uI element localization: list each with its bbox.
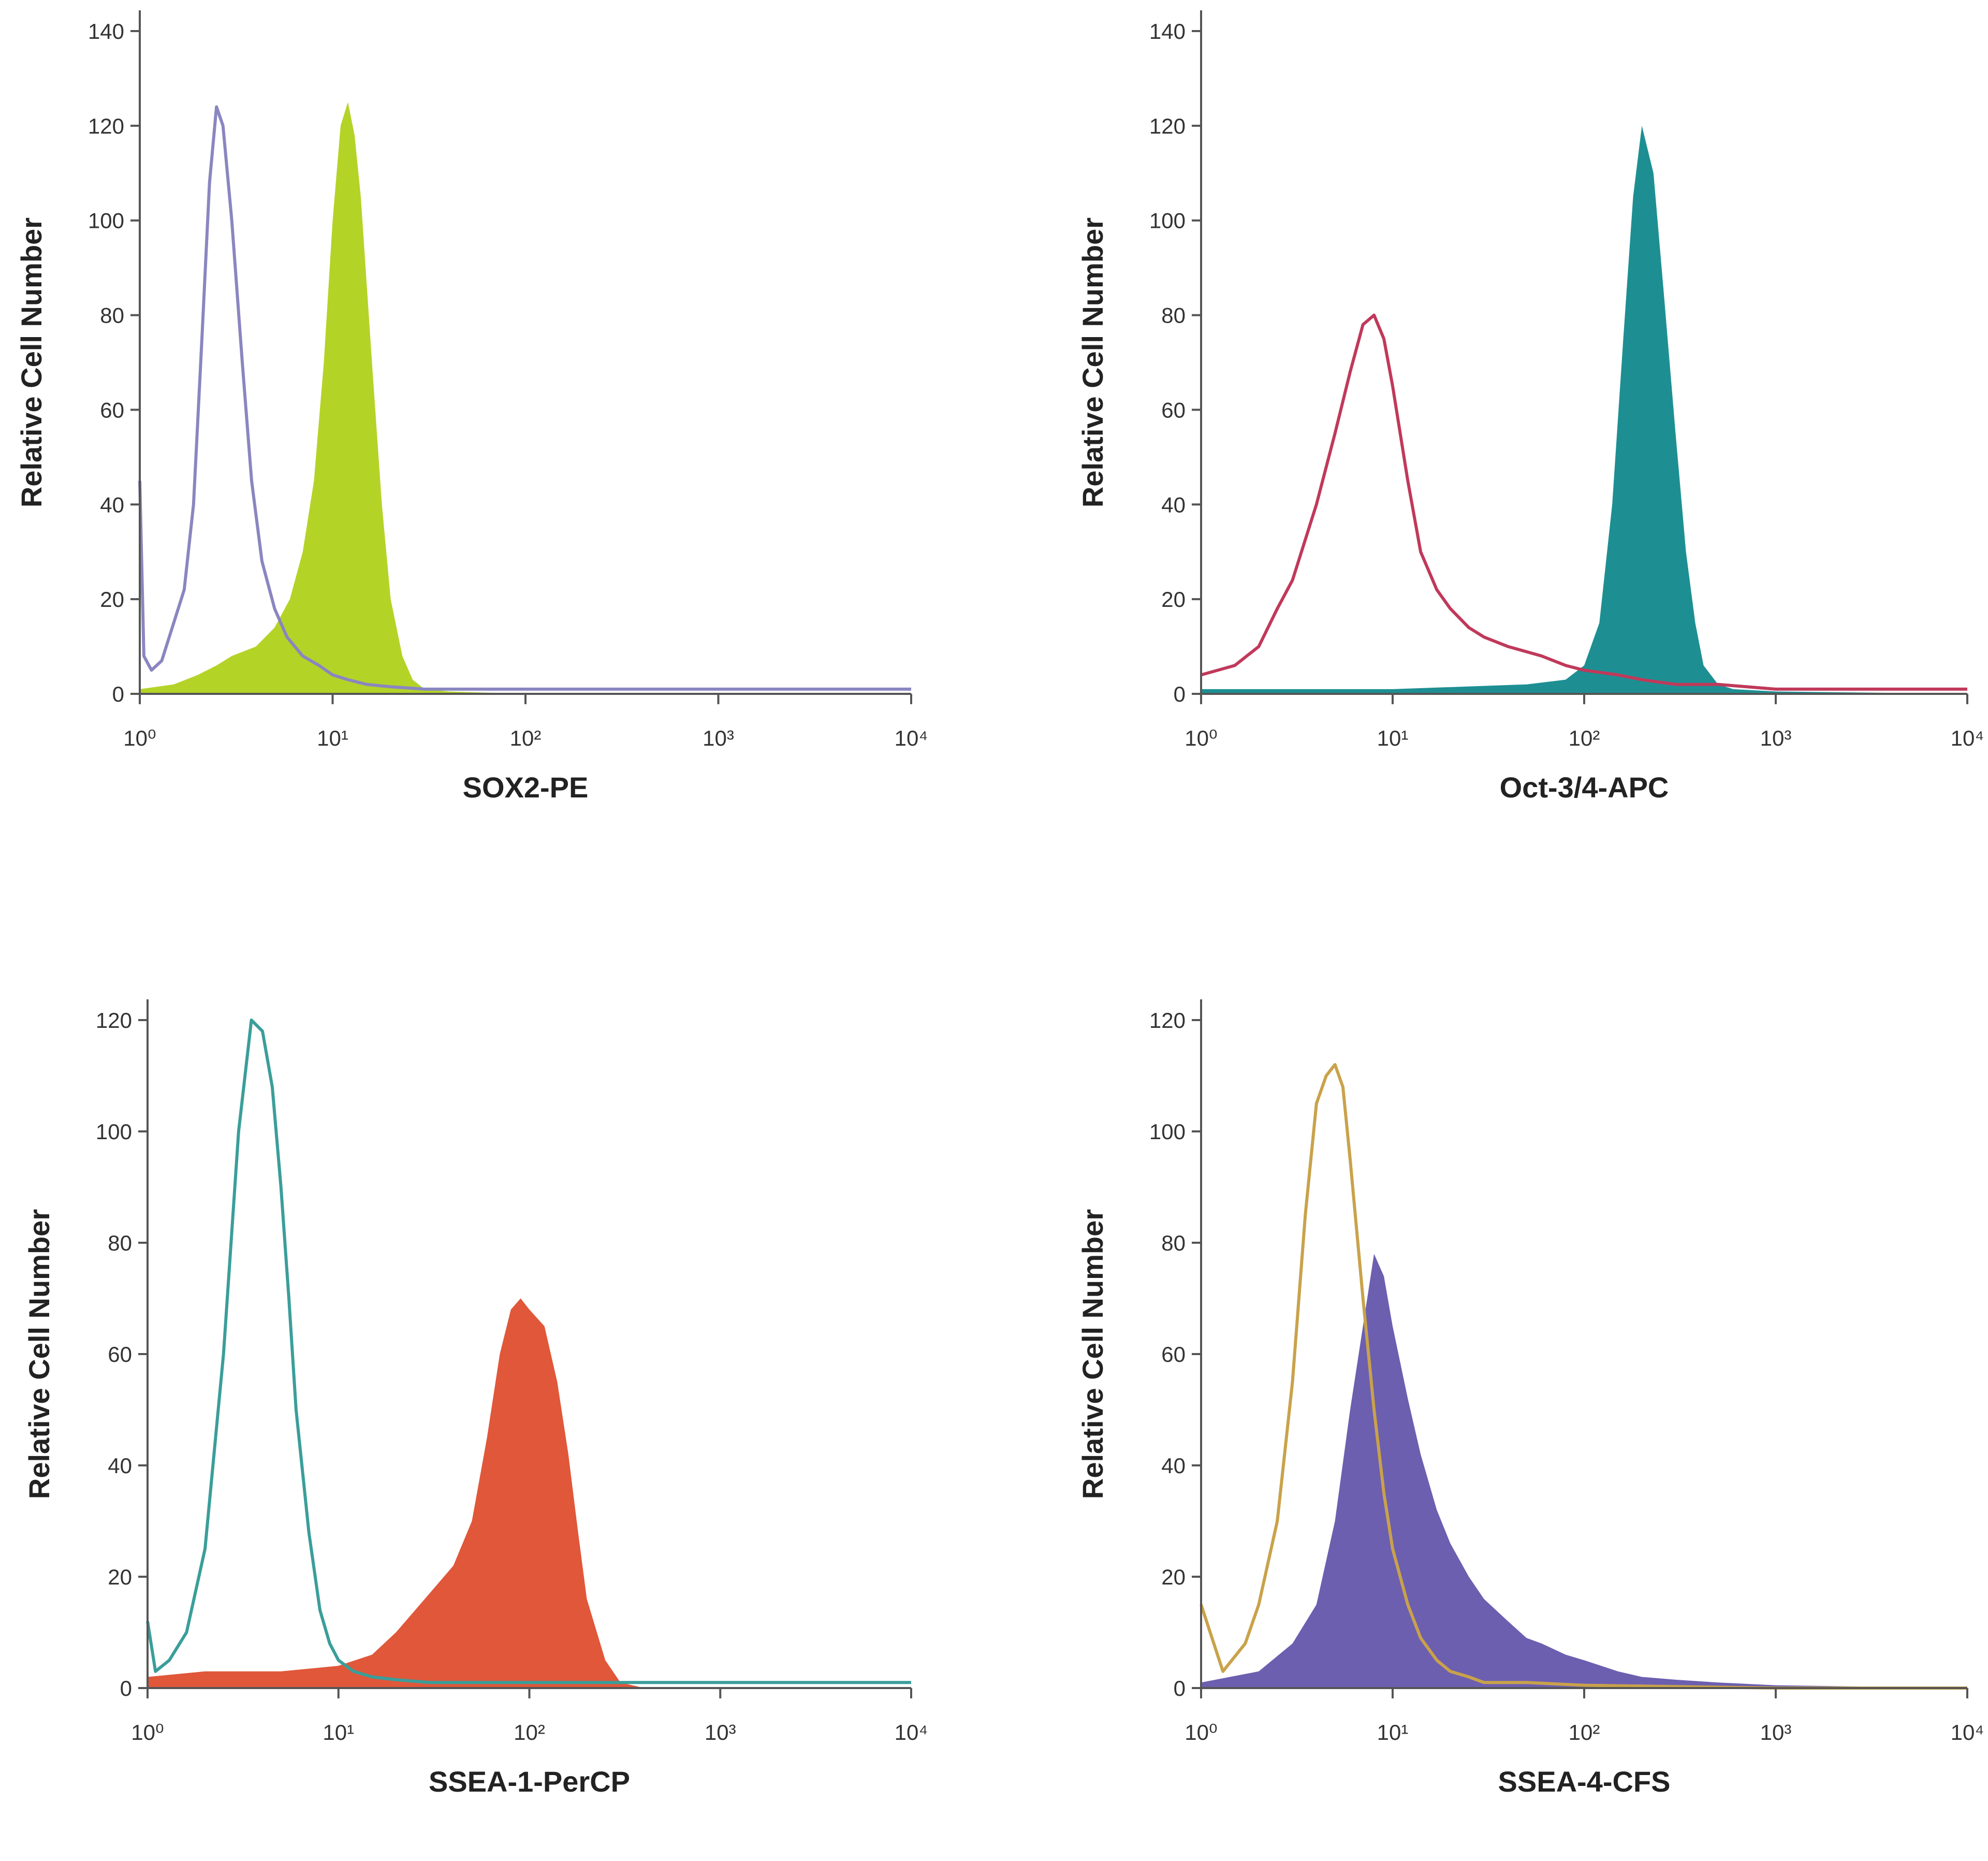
y-tick-label: 40 — [1161, 492, 1186, 517]
stained-histogram-area — [148, 1298, 911, 1688]
y-tick-label: 40 — [1161, 1453, 1186, 1478]
y-tick-label: 40 — [108, 1453, 132, 1478]
y-tick-label: 20 — [1161, 587, 1186, 612]
y-tick-label: 20 — [108, 1565, 132, 1589]
y-tick-label: 80 — [108, 1231, 132, 1255]
histogram-panel: 0 20 40 60 80 100 120 10⁰ 10¹ 10² 10³ 10⁴ SSEA-1-Per… — [23, 999, 928, 1798]
isotype-control-outline — [1200, 1063, 1967, 1690]
stained-histogram-area — [140, 102, 911, 694]
x-tick-label: 10⁴ — [895, 1720, 928, 1744]
y-axis-title: Relative Cell Number — [1076, 1209, 1109, 1499]
y-tick-label: 120 — [88, 114, 124, 138]
y-tick-label: 100 — [96, 1119, 132, 1144]
y-tick-label: 0 — [120, 1676, 132, 1700]
isotype-control-outline — [146, 1019, 911, 1684]
x-tick-label: 10³ — [703, 726, 734, 750]
isotype-control-outline — [1201, 313, 1967, 691]
y-tick-label: 60 — [100, 398, 124, 422]
y-tick-label: 140 — [88, 19, 124, 43]
y-tick-label: 100 — [88, 209, 124, 233]
y-tick-label: 80 — [100, 303, 124, 328]
isotype-control-outline — [138, 105, 911, 691]
x-axis-title: SSEA-4-CFS — [1498, 1765, 1671, 1798]
x-tick-label: 10³ — [1760, 726, 1792, 750]
x-axis-title: SSEA-1-PerCP — [429, 1765, 630, 1798]
x-tick-label: 10¹ — [1377, 726, 1409, 750]
y-tick-label: 20 — [100, 587, 124, 612]
x-tick-label: 10³ — [1760, 1720, 1792, 1744]
x-axis-title: SOX2-PE — [463, 771, 589, 804]
x-tick-label: 10⁰ — [131, 1720, 164, 1744]
y-tick-label: 60 — [1161, 1342, 1186, 1366]
x-axis-title: Oct-3/4-APC — [1500, 771, 1669, 804]
y-tick-label: 120 — [1149, 1008, 1186, 1033]
stained-histogram-area — [1201, 1254, 1967, 1688]
y-tick-label: 140 — [1149, 19, 1186, 43]
y-axis-title: Relative Cell Number — [15, 217, 48, 507]
y-tick-label: 60 — [1161, 398, 1186, 422]
y-tick-label: 60 — [108, 1342, 132, 1366]
y-tick-label: 20 — [1161, 1565, 1186, 1589]
x-tick-label: 10² — [1569, 1720, 1600, 1744]
x-tick-label: 10⁴ — [1951, 726, 1984, 750]
x-tick-label: 10² — [514, 1720, 545, 1744]
y-tick-label: 40 — [100, 492, 124, 517]
y-axis-title: Relative Cell Number — [1076, 217, 1109, 507]
histogram-panel: 0 20 40 60 80 100 120 140 10⁰ 10¹ 10² 10³ 10⁴ Oct-3/4… — [1076, 10, 1984, 804]
x-tick-label: 10¹ — [1377, 1720, 1409, 1744]
y-tick-label: 0 — [112, 682, 124, 706]
x-tick-label: 10¹ — [323, 1720, 354, 1744]
y-tick-label: 80 — [1161, 1231, 1186, 1255]
y-tick-label: 80 — [1161, 303, 1186, 328]
x-tick-label: 10³ — [705, 1720, 736, 1744]
x-tick-label: 10⁰ — [123, 726, 156, 750]
x-tick-label: 10⁰ — [1185, 1720, 1218, 1744]
x-tick-label: 10² — [510, 726, 542, 750]
y-tick-label: 0 — [1174, 682, 1186, 706]
y-tick-label: 100 — [1149, 1119, 1186, 1144]
y-tick-label: 120 — [96, 1008, 132, 1033]
y-axis-title: Relative Cell Number — [23, 1209, 55, 1499]
x-tick-label: 10¹ — [317, 726, 348, 750]
x-tick-label: 10⁴ — [895, 726, 928, 750]
y-tick-label: 0 — [1174, 1676, 1186, 1700]
stained-histogram-area — [1201, 125, 1967, 694]
histogram-panel: 0 20 40 60 80 100 120 10⁰ 10¹ 10² 10³ 10⁴ SSEA-4-CFS… — [1076, 999, 1984, 1798]
x-tick-label: 10² — [1569, 726, 1600, 750]
histogram-panel: 0 20 40 60 80 100 120 140 10⁰ 10¹ 10² 10³ 10⁴ SOX2-PE… — [15, 10, 928, 804]
x-tick-label: 10⁴ — [1951, 1720, 1984, 1744]
x-tick-label: 10⁰ — [1185, 726, 1218, 750]
y-tick-label: 120 — [1149, 114, 1186, 138]
y-tick-label: 100 — [1149, 209, 1186, 233]
